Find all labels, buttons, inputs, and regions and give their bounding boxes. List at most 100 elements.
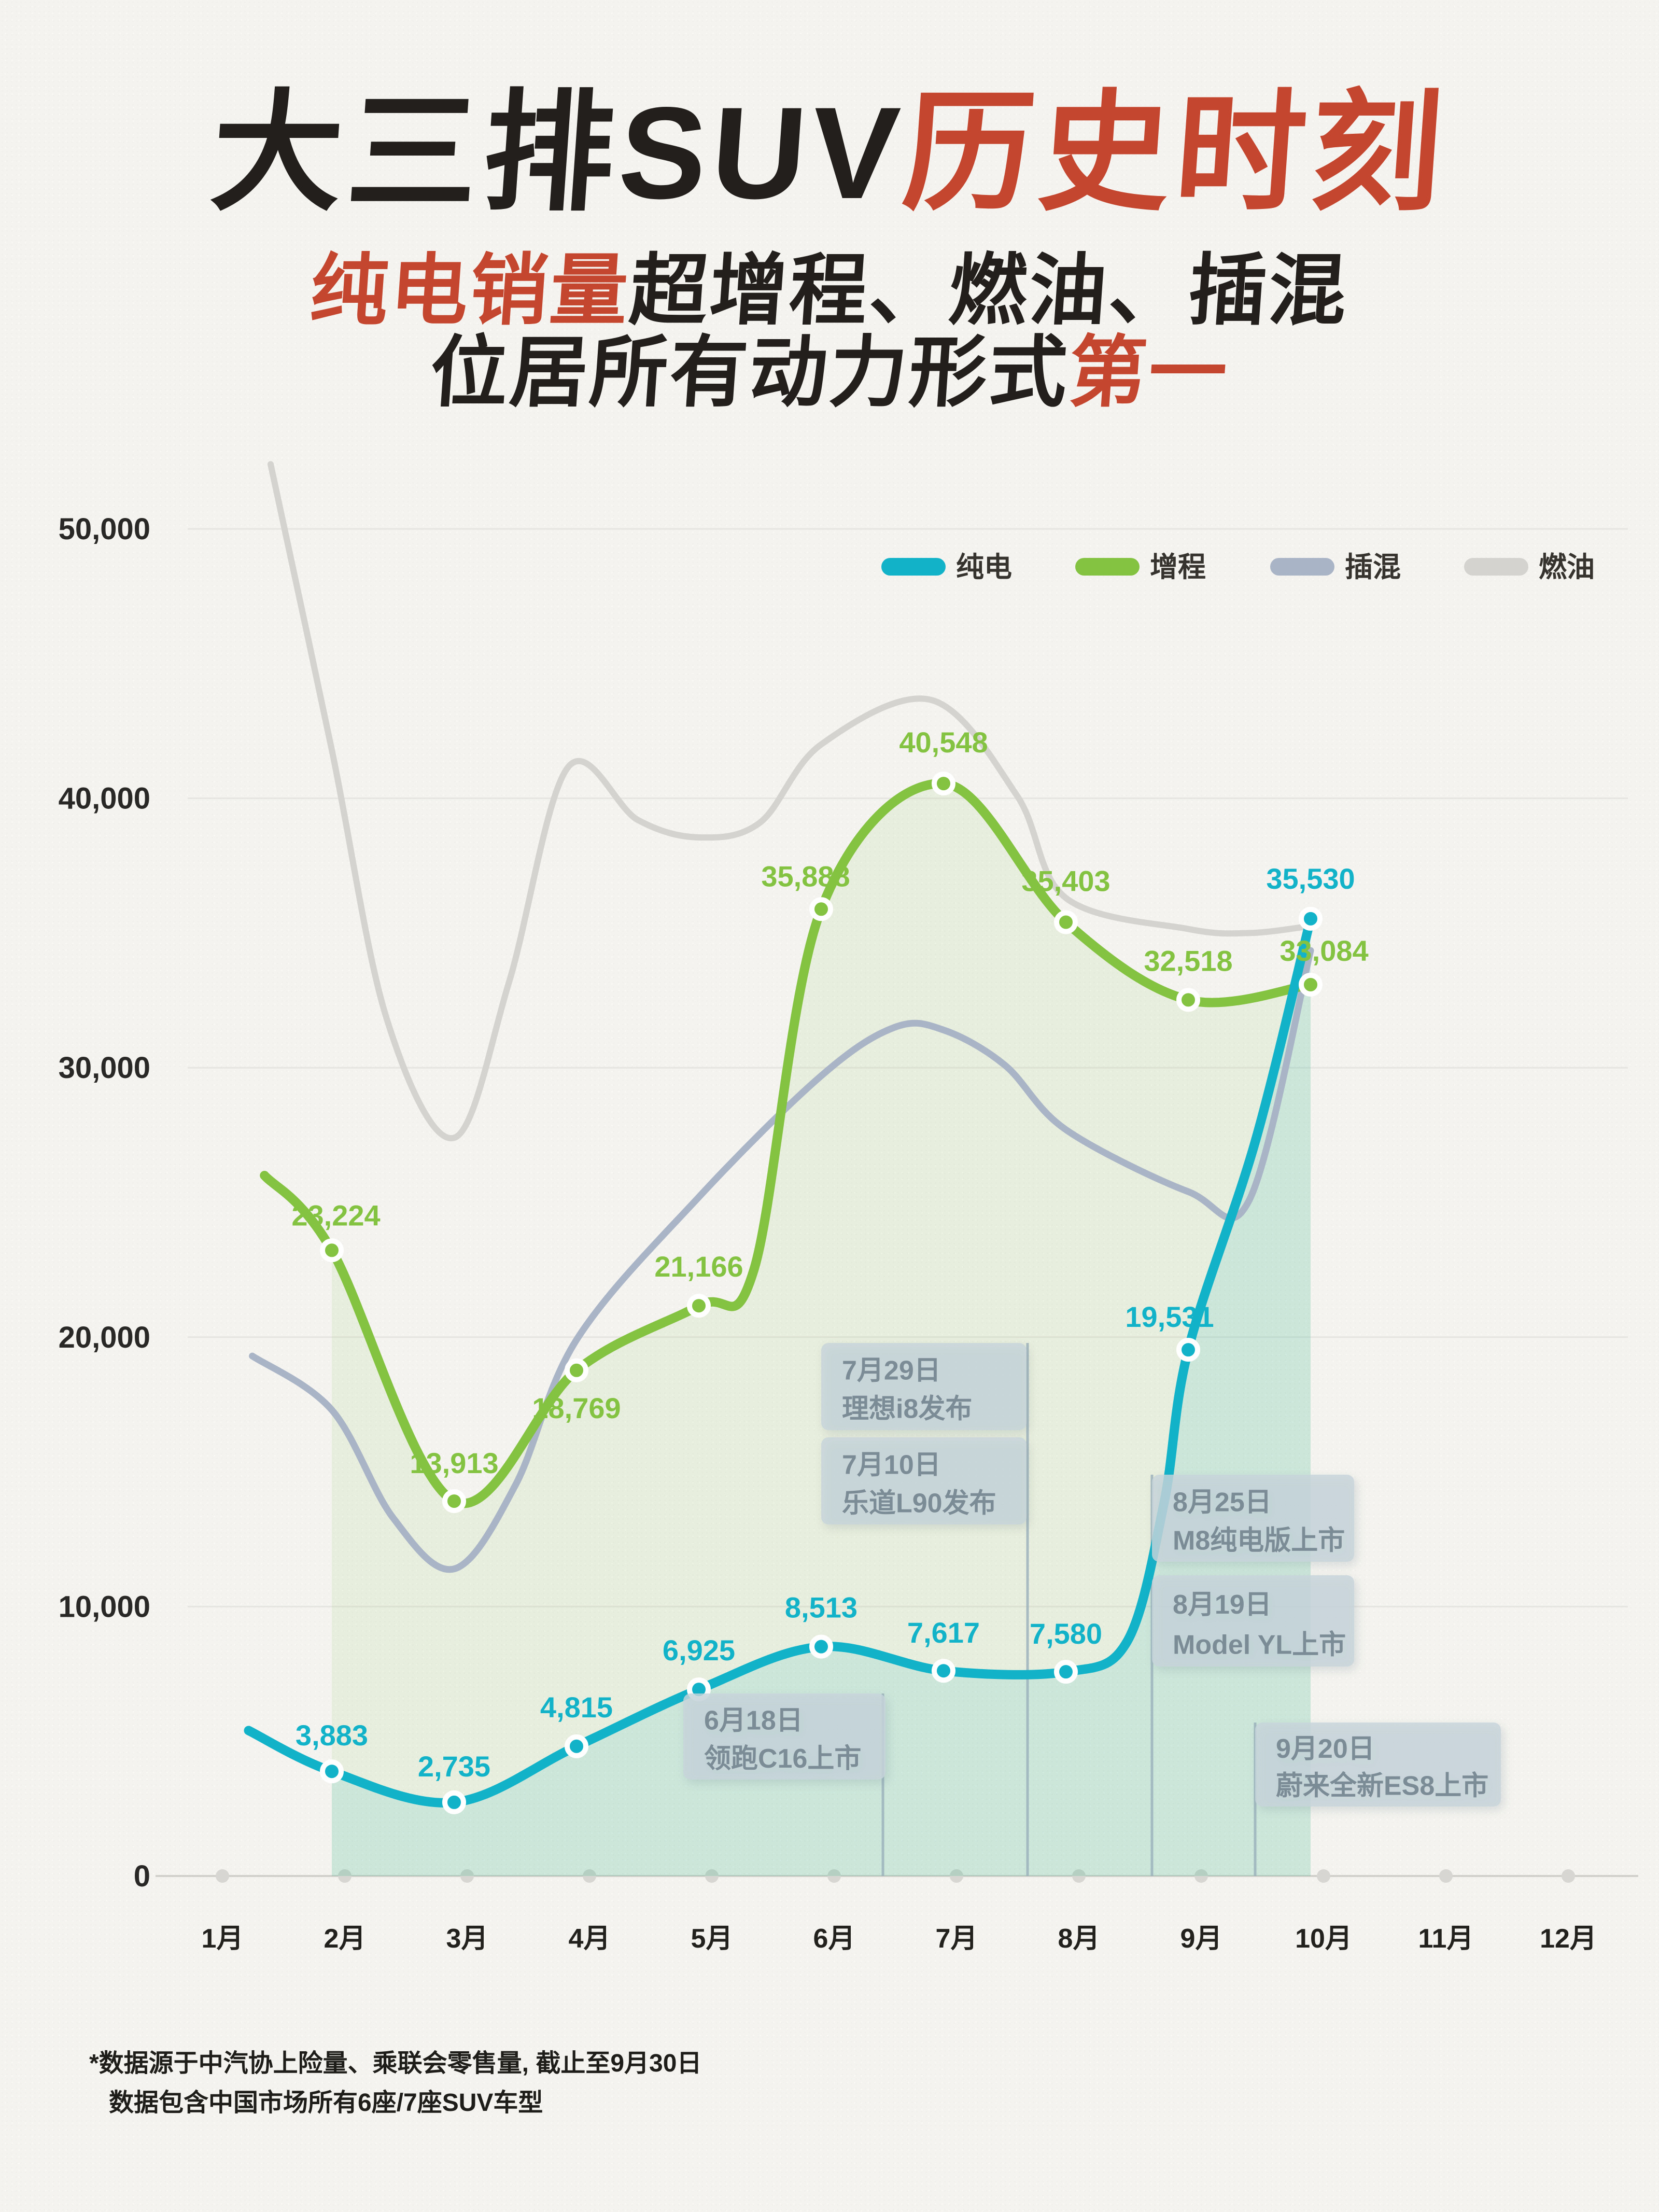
point-pure-ev-3 — [442, 1790, 466, 1814]
x-tick-dot-8月 — [1072, 1869, 1086, 1883]
x-tick-dot-4月 — [583, 1869, 596, 1883]
legend-swatch-ice — [1464, 558, 1528, 576]
subtitle-line2-red: 第一 — [1066, 328, 1232, 416]
series-line-phev — [249, 947, 1314, 1573]
point-erev-8 — [1054, 910, 1078, 934]
footnote: *数据源于中汽协上险量、乘联会零售量, 截止至9月30日 数据包含中国市场所有6… — [89, 2044, 701, 2123]
point-pure-ev-2 — [320, 1759, 344, 1784]
value-label-pure-ev-3: 2,735 — [418, 1750, 490, 1783]
point-erev-4 — [565, 1358, 588, 1382]
annotation-box-2 — [821, 1437, 1027, 1524]
x-tick-dot-10月 — [1317, 1869, 1330, 1883]
value-label-pure-ev-10: 35,530 — [1266, 862, 1355, 895]
x-axis-label-7月: 7月 — [936, 1924, 978, 1954]
legend-item-phev: 插混 — [1270, 552, 1401, 583]
subtitle-line2-black: 位居所有动力形式 — [427, 328, 1072, 416]
point-pure-ev-10 — [1299, 906, 1323, 931]
value-label-pure-ev-8: 7,580 — [1030, 1617, 1102, 1650]
annotation-card-4: 8月19日 Model YL上市 — [1152, 1575, 1354, 1667]
legend-swatch-erev — [1075, 558, 1140, 576]
y-axis-label-50000: 50,000 — [59, 512, 150, 546]
series-area-pure-ev — [332, 918, 1311, 1876]
point-erev-2 — [320, 1238, 344, 1263]
legend-label-erev: 增程 — [1150, 552, 1206, 583]
annotation-date-2: 7月10日 — [842, 1450, 941, 1480]
series-line-ice — [268, 461, 1314, 1142]
value-label-erev-4: 18,769 — [532, 1392, 621, 1424]
x-axis-label-2月: 2月 — [324, 1924, 366, 1954]
x-tick-dot-9月 — [1194, 1869, 1208, 1883]
legend: 纯电 增程 插混 燃油 — [881, 552, 1595, 583]
value-label-pure-ev-9: 19,531 — [1125, 1300, 1214, 1333]
point-erev-7 — [932, 772, 955, 796]
value-label-erev-9: 32,518 — [1144, 944, 1232, 977]
x-axis-label-9月: 9月 — [1180, 1924, 1222, 1954]
point-pure-ev-4 — [565, 1734, 588, 1758]
legend-item-ice: 燃油 — [1464, 552, 1595, 583]
series-line-pure-ev — [244, 914, 1315, 1808]
value-label-pure-ev-7: 7,617 — [907, 1616, 980, 1649]
value-label-pure-ev-4: 4,815 — [540, 1691, 613, 1724]
point-erev-10 — [1299, 972, 1323, 997]
annotation-box-3 — [1152, 1475, 1354, 1562]
legend-swatch-pure-ev — [881, 558, 946, 576]
footnote-line1: *数据源于中汽协上险量、乘联会零售量, 截止至9月30日 — [89, 2050, 702, 2077]
subtitle-line1-black: 超增程、燃油、插混 — [627, 247, 1352, 334]
annotation-date-1: 7月29日 — [842, 1356, 941, 1386]
footnote-line2: 数据包含中国市场所有6座/7座SUV车型 — [109, 2089, 543, 2117]
x-axis-label-10月: 10月 — [1295, 1924, 1352, 1954]
annotation-card-3: 8月25日 M8纯电版上市 — [1152, 1475, 1354, 1562]
annotation-date-5: 6月18日 — [704, 1706, 803, 1736]
point-erev-9 — [1176, 988, 1200, 1012]
grid-layer: 0 10,000 20,000 30,000 40,000 50,000 1月 2月 3月 4月 5… — [59, 512, 1638, 1954]
value-label-erev-7: 40,548 — [899, 726, 988, 759]
page-title: 大三排SUV历史时刻 — [0, 80, 1659, 226]
annotation-date-3: 8月25日 — [1173, 1488, 1272, 1518]
value-label-erev-5: 21,166 — [654, 1250, 743, 1283]
annotation-date-4: 8月19日 — [1173, 1590, 1272, 1620]
x-tick-dot-5月 — [705, 1869, 719, 1883]
y-axis-label-0: 0 — [134, 1859, 150, 1893]
annotation-date-6: 9月20日 — [1276, 1734, 1375, 1764]
legend-label-ice: 燃油 — [1539, 552, 1595, 583]
x-axis-label-5月: 5月 — [691, 1924, 733, 1954]
poster-header: 大三排SUV历史时刻 纯电销量超增程、燃油、插混 位居所有动力形式第一 — [0, 0, 1659, 416]
annotation-event-6: 蔚来全新ES8上市 — [1276, 1770, 1488, 1801]
x-tick-dot-1月 — [216, 1869, 229, 1883]
value-label-erev-8: 35,403 — [1021, 864, 1110, 897]
annotation-box-6 — [1255, 1723, 1501, 1807]
annotation-box-1 — [821, 1343, 1027, 1430]
annotation-event-1: 理想i8发布 — [842, 1394, 972, 1424]
x-axis-label-8月: 8月 — [1058, 1924, 1100, 1954]
x-tick-dot-6月 — [827, 1869, 841, 1883]
point-pure-ev-7 — [932, 1659, 955, 1683]
legend-item-pure-ev: 纯电 — [881, 552, 1012, 583]
annotation-box-4 — [1152, 1575, 1354, 1667]
title-black: 大三排SUV — [207, 80, 909, 226]
x-tick-dot-7月 — [950, 1869, 963, 1883]
annotation-box-5 — [683, 1693, 885, 1780]
y-axis-label-10000: 10,000 — [59, 1590, 150, 1623]
x-tick-dot-12月 — [1562, 1869, 1575, 1883]
point-pure-ev-6 — [809, 1634, 833, 1659]
point-erev-5 — [687, 1294, 711, 1318]
y-axis-label-30000: 30,000 — [59, 1051, 150, 1085]
annotation-event-5: 领跑C16上市 — [704, 1744, 861, 1774]
data-points: 23,224 13,913 18,769 21,166 35,888 40,548 35,4… — [291, 726, 1369, 1814]
x-tick-dot-11月 — [1439, 1869, 1453, 1883]
value-label-erev-6: 35,888 — [761, 860, 850, 892]
point-pure-ev-9 — [1176, 1338, 1200, 1362]
point-pure-ev-8 — [1054, 1660, 1078, 1684]
point-erev-3 — [442, 1489, 466, 1514]
x-axis-label-6月: 6月 — [813, 1924, 855, 1954]
subtitle-line1: 纯电销量超增程、燃油、插混 — [0, 247, 1659, 334]
value-label-erev-3: 13,913 — [410, 1447, 498, 1479]
point-erev-6 — [809, 897, 833, 921]
value-label-erev-10: 33,084 — [1280, 934, 1368, 967]
legend-label-pure-ev: 纯电 — [956, 552, 1012, 583]
